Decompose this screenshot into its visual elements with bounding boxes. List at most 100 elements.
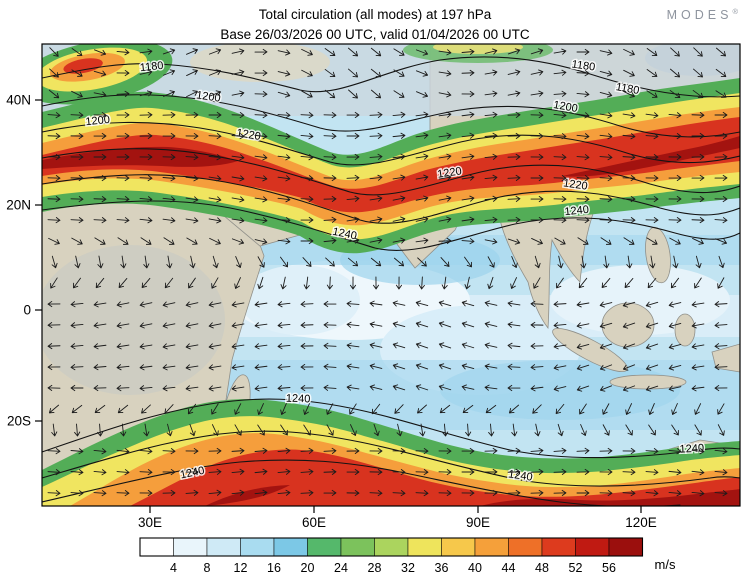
wind-arrow — [507, 153, 521, 160]
wind-arrow — [277, 364, 291, 371]
wind-arrow — [530, 364, 544, 371]
wind-arrow — [691, 112, 705, 119]
wind-arrow — [117, 237, 129, 245]
wind-arrow — [70, 448, 84, 455]
wind-arrow — [487, 276, 494, 290]
wind-arrow — [231, 468, 245, 475]
wind-arrow — [484, 111, 498, 118]
wind-arrow — [623, 91, 635, 98]
top-yellow-streak — [433, 44, 523, 54]
wind-arrow — [162, 48, 176, 55]
wind-arrow — [599, 49, 613, 56]
contour-label: 1220 — [235, 127, 261, 143]
contour-label: 1180 — [615, 81, 640, 97]
wind-arrow — [371, 403, 381, 415]
wind-arrow — [139, 322, 153, 329]
wind-arrow — [622, 364, 636, 371]
wind-arrow — [70, 490, 84, 497]
wind-arrow — [599, 175, 613, 182]
wind-arrow — [576, 301, 590, 308]
wind-arrow — [346, 447, 360, 455]
wind-arrow — [392, 174, 406, 181]
colorbar-tick-label: 20 — [301, 561, 315, 574]
wind-arrow — [277, 154, 291, 161]
contour — [42, 398, 740, 459]
wind-arrow — [392, 300, 406, 307]
wind-arrow — [622, 133, 636, 140]
wind-arrow — [691, 322, 705, 329]
wind-arrow — [47, 469, 61, 476]
wind-arrow — [691, 385, 705, 392]
wind-arrow — [576, 91, 590, 98]
wind-arrow — [438, 153, 452, 160]
wind-arrow — [415, 216, 429, 223]
axes: 40N 20N 0 20S 30E 60E 90E 120E — [6, 93, 657, 531]
wind-arrow — [208, 133, 222, 140]
colorbar-tick-label: 32 — [401, 561, 415, 574]
wind-arrow — [48, 89, 60, 99]
wind-arrow — [70, 301, 84, 308]
lon-tick-label: 60E — [302, 515, 326, 530]
wind-arrow — [70, 132, 84, 140]
weak-wind-overlay-africa — [42, 245, 225, 395]
contour — [42, 148, 740, 196]
wind-arrow — [694, 277, 702, 289]
wind-arrow — [576, 364, 590, 371]
wind-arrow — [370, 257, 382, 267]
wind-arrow — [714, 153, 728, 160]
wind-arrow — [691, 195, 705, 203]
wind-arrow — [47, 217, 61, 224]
wind-arrow — [139, 448, 153, 455]
wind-arrow — [70, 112, 84, 119]
wind-arrow — [484, 342, 498, 349]
wind-arrow — [231, 217, 245, 224]
colorbar-segment — [139, 537, 174, 557]
wind-arrow — [326, 276, 333, 290]
wind-arrow — [187, 403, 197, 415]
wind-arrow — [694, 403, 702, 415]
wind-arrow — [646, 237, 658, 245]
wind-arrow — [254, 468, 268, 475]
wind-arrow — [576, 322, 590, 329]
wind-arrow — [372, 276, 380, 290]
wind-arrow — [507, 363, 521, 370]
wind-arrow — [577, 237, 589, 245]
wind-arrow — [670, 277, 680, 289]
wind-arrow — [346, 132, 360, 140]
wind-arrow — [139, 469, 153, 476]
wind-arrow — [323, 363, 337, 370]
wind-arrow — [484, 153, 498, 160]
wind-arrow — [392, 216, 406, 223]
colorbar-border — [139, 537, 644, 557]
wind-arrow — [185, 322, 199, 329]
wind-arrow — [301, 48, 313, 56]
wind-arrow — [162, 196, 176, 203]
wind-arrow — [419, 423, 426, 437]
wind-arrow — [507, 321, 521, 328]
wind-arrow — [553, 301, 567, 308]
wind-arrow — [622, 385, 636, 392]
wind-arrow — [139, 153, 153, 161]
wind-arrow — [625, 424, 633, 436]
wind-arrow — [393, 48, 405, 56]
wind-arrow — [415, 111, 429, 118]
wind-arrow — [189, 423, 196, 437]
contour-lines — [42, 56, 740, 506]
wind-arrow — [70, 322, 84, 329]
wind-arrow — [369, 111, 383, 118]
wind-arrow — [208, 217, 222, 224]
wind-arrow — [484, 216, 498, 223]
wind-arrow — [602, 424, 610, 436]
wind-arrow — [622, 154, 636, 161]
wind-arrow — [714, 322, 728, 329]
wind-arrow — [70, 343, 84, 350]
wind-arrow — [415, 469, 429, 476]
wind-arrow — [347, 257, 359, 267]
wind-arrow — [648, 403, 655, 415]
wind-arrow — [645, 490, 659, 497]
wind-arrow — [231, 238, 245, 245]
wind-arrow — [484, 195, 498, 202]
wind-arrow — [301, 90, 313, 98]
wind-arrow — [485, 404, 497, 414]
